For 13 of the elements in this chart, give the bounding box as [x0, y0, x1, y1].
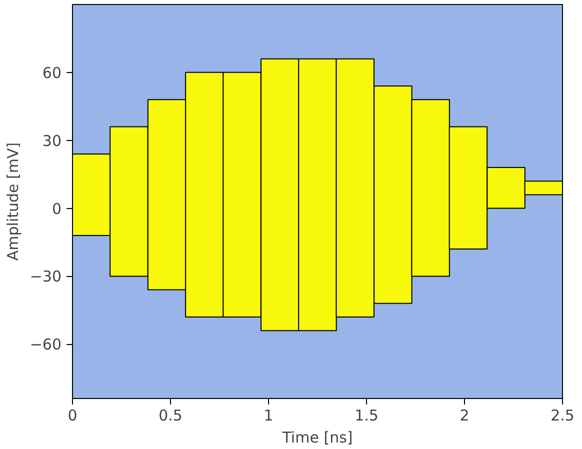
x-tick-label: 0.5 — [158, 406, 182, 424]
y-tick-label: 30 — [42, 132, 62, 150]
y-tick-label: −30 — [30, 268, 62, 286]
y-tick-label: 60 — [42, 64, 62, 82]
x-tick-label: 0 — [68, 406, 78, 424]
x-tick-label: 2 — [460, 406, 470, 424]
y-tick-label: −60 — [30, 336, 62, 354]
y-axis-title: Amplitude [mV] — [4, 142, 22, 261]
x-tick-label: 2.5 — [550, 406, 574, 424]
x-axis-title: Time [ns] — [281, 428, 353, 446]
y-tick-label: 0 — [52, 200, 62, 218]
x-tick-label: 1 — [264, 406, 274, 424]
x-tick-label: 1.5 — [354, 406, 378, 424]
